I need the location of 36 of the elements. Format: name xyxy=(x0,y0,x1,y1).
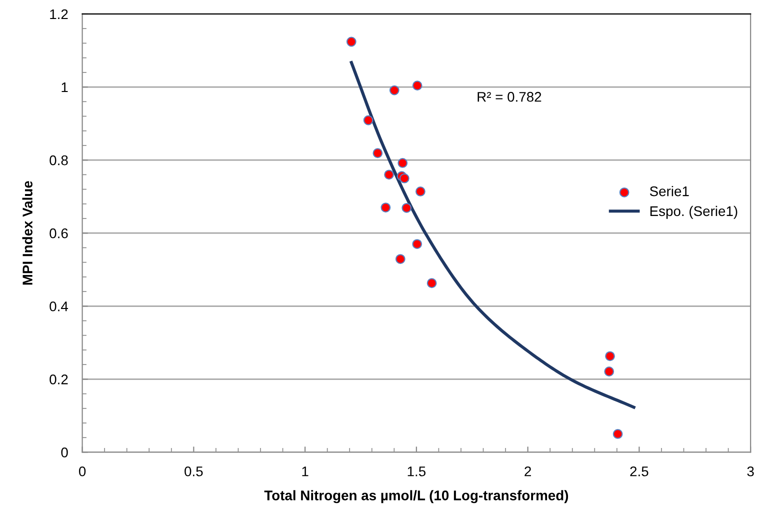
y-tick-label: 1 xyxy=(62,82,68,92)
y-axis-title: MPI Index Value xyxy=(22,181,32,285)
x-tick-label: 1 xyxy=(302,466,308,476)
y-tick-label: 0 xyxy=(61,448,68,458)
y-tick-label: 0.4 xyxy=(50,301,68,312)
x-tick-label: 0.5 xyxy=(184,466,203,476)
x-tick-label: 2 xyxy=(524,466,531,476)
point xyxy=(412,80,422,91)
point xyxy=(412,239,422,250)
point xyxy=(384,170,394,180)
point xyxy=(398,158,408,168)
point xyxy=(605,351,615,362)
point xyxy=(402,202,412,213)
x-tick-label: 0 xyxy=(78,466,86,476)
point xyxy=(346,36,356,47)
y-tick-label: 0.8 xyxy=(50,155,68,166)
point xyxy=(604,366,614,376)
y-tick-label: 0.6 xyxy=(50,228,68,238)
point xyxy=(426,278,437,288)
point xyxy=(415,186,426,196)
point xyxy=(363,115,374,126)
annotation: R² = 0.782 xyxy=(478,92,542,102)
legend-label: Espo. (Serie1) xyxy=(650,206,738,219)
x-tick-label: 3 xyxy=(747,466,754,476)
x-tick-label: 1.5 xyxy=(408,466,426,476)
y-tick-label: 1.2 xyxy=(50,9,68,20)
legend-label: Serie1 xyxy=(650,186,689,196)
x-axis-title: Total Nitrogen as µmol/L (10 Log-transformed) xyxy=(264,490,568,504)
point xyxy=(380,202,391,212)
point xyxy=(372,148,383,158)
point xyxy=(612,429,623,439)
y-tick-label: 0.2 xyxy=(50,374,68,384)
x-tick-label: 2.5 xyxy=(630,466,648,476)
point xyxy=(395,254,406,264)
point xyxy=(389,85,400,96)
point xyxy=(399,173,410,184)
